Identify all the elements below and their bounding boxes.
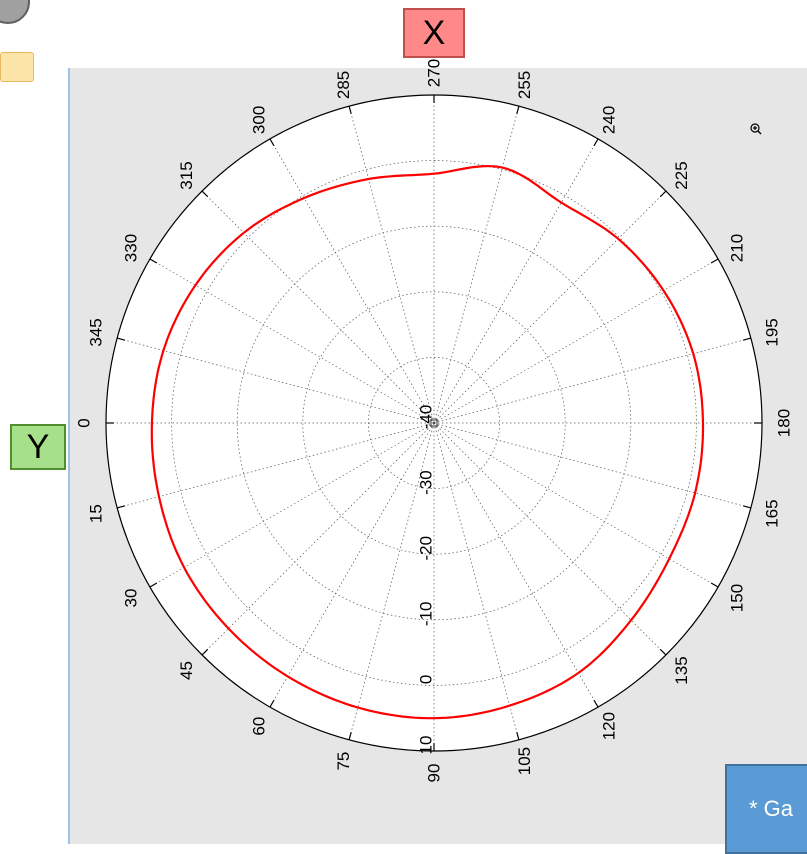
grid-spoke — [433, 422, 599, 708]
tab-shape — [0, 52, 34, 82]
zoom-in-icon[interactable] — [750, 123, 762, 135]
angle-tick-label: 90 — [425, 764, 444, 783]
grid-spoke — [201, 190, 435, 424]
angle-tick-label: 195 — [763, 318, 782, 346]
frame-divider — [68, 68, 70, 844]
angle-tick — [269, 138, 275, 147]
grid-spoke — [433, 422, 520, 740]
angle-tick — [710, 258, 719, 264]
angle-tick — [742, 505, 751, 509]
angle-tick-label: 345 — [86, 318, 105, 346]
angle-tick-label: 135 — [672, 656, 691, 684]
grid-spoke — [348, 422, 435, 740]
angle-tick — [269, 699, 275, 708]
angle-tick-label: 30 — [121, 589, 140, 608]
grid-spoke — [433, 337, 751, 424]
angle-tick-label: 75 — [334, 752, 353, 771]
radial-tick-label: 10 — [417, 736, 436, 755]
grid-circle — [368, 357, 500, 489]
angle-tick — [593, 138, 599, 147]
angle-tick — [659, 190, 667, 198]
grid-spoke — [269, 422, 435, 708]
grid-spoke — [433, 422, 667, 656]
angle-tick — [149, 258, 158, 264]
radial-tick-label: -40 — [417, 405, 436, 430]
angle-tick-label: 180 — [775, 409, 794, 437]
angle-tick-label: 150 — [728, 584, 747, 612]
angle-tick — [201, 648, 209, 656]
angle-tick — [348, 106, 352, 115]
gain-trace — [150, 164, 705, 720]
x-axis-marker: X — [403, 8, 465, 58]
radial-tick-label: 0 — [417, 675, 436, 684]
angle-tick-label: 60 — [250, 717, 269, 736]
grid-spoke — [348, 106, 435, 424]
grid-circle — [171, 160, 697, 686]
angle-tick — [117, 505, 126, 509]
angle-tick-label: 225 — [672, 161, 691, 189]
angle-tick — [710, 582, 719, 588]
angle-tick — [348, 731, 352, 740]
radial-tick-label: -30 — [417, 470, 436, 495]
grid-spoke — [433, 190, 667, 424]
angle-tick — [117, 337, 126, 341]
angle-tick-label: 165 — [763, 499, 782, 527]
angle-ticks — [106, 95, 762, 751]
grid-spoke — [433, 422, 719, 588]
angle-tick-label: 270 — [425, 59, 444, 87]
radial-tick-label: -20 — [417, 536, 436, 561]
angle-tick — [659, 648, 667, 656]
center-marker — [430, 419, 438, 427]
angle-tick-label: 300 — [250, 106, 269, 134]
angle-tick-label: 285 — [334, 71, 353, 99]
angle-tick-label: 210 — [728, 234, 747, 262]
angle-tick-label: 15 — [86, 504, 105, 523]
grid-circle — [302, 291, 566, 555]
angle-tick — [593, 699, 599, 708]
grid-spoke — [433, 106, 520, 424]
radial-tick-label: -10 — [417, 602, 436, 627]
angle-tick-label: 315 — [177, 161, 196, 189]
angle-tick — [149, 582, 158, 588]
grid-spoke — [433, 138, 599, 424]
grid-spoke — [433, 258, 719, 424]
note-box: * Ga — [725, 764, 807, 854]
grid-spoke — [149, 258, 435, 424]
angle-tick — [201, 190, 209, 198]
grid-spoke — [269, 138, 435, 424]
grid-spoke — [433, 422, 751, 509]
grid-spoke — [201, 422, 435, 656]
grid — [106, 95, 762, 751]
angle-tick — [742, 337, 751, 341]
grid-spoke — [149, 422, 435, 588]
trace — [150, 164, 705, 720]
angle-tick — [516, 106, 520, 115]
angle-tick-label: 120 — [600, 712, 619, 740]
angle-tick-label: 240 — [600, 106, 619, 134]
angle-tick — [516, 731, 520, 740]
grid-spoke — [117, 337, 435, 424]
angle-tick-label: 45 — [177, 661, 196, 680]
y-axis-marker: Y — [10, 424, 66, 470]
angle-tick-label: 0 — [75, 418, 94, 427]
angle-tick-label: 255 — [515, 71, 534, 99]
angle-tick-label: 105 — [515, 747, 534, 775]
grid-spoke — [117, 422, 435, 509]
angle-tick-label: 330 — [121, 234, 140, 262]
